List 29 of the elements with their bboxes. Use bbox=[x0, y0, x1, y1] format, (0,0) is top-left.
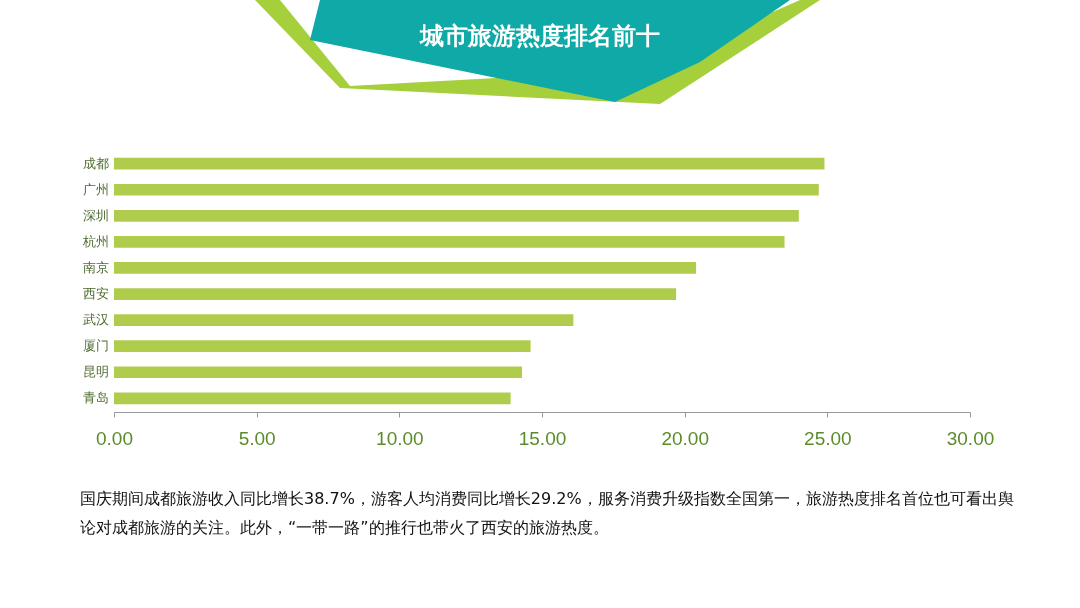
bar bbox=[114, 340, 531, 353]
bar bbox=[114, 392, 511, 405]
bar bbox=[114, 314, 574, 326]
bar bbox=[114, 157, 825, 170]
x-tick-label: 25.00 bbox=[804, 427, 852, 449]
bar bbox=[114, 183, 819, 196]
bar bbox=[114, 262, 697, 274]
y-tick-label: 杭州 bbox=[81, 233, 109, 249]
x-tick-label: 30.00 bbox=[946, 427, 995, 449]
x-tick-label: 0.00 bbox=[96, 427, 133, 449]
x-tick-label: 15.00 bbox=[518, 427, 567, 449]
y-tick-label: 成都 bbox=[82, 155, 109, 171]
y-tick-label: 西安 bbox=[82, 286, 109, 302]
x-tick-label: 10.00 bbox=[376, 427, 424, 449]
y-tick-label: 昆明 bbox=[82, 364, 109, 380]
bar bbox=[114, 288, 677, 300]
bar bbox=[114, 209, 799, 222]
y-tick-label: 广州 bbox=[82, 181, 109, 197]
chart-title: 城市旅游热度排名前十 bbox=[418, 21, 661, 52]
bar bbox=[114, 236, 785, 248]
y-tick-label: 武汉 bbox=[82, 312, 109, 328]
y-tick-label: 南京 bbox=[82, 259, 109, 275]
bar bbox=[114, 366, 523, 379]
x-tick-label: 5.00 bbox=[238, 427, 276, 449]
x-tick-label: 20.00 bbox=[661, 427, 709, 449]
text: 国庆期间成都旅游收入同比增长38.7%，游客人均消费同比增长29.2%，服务消费升级指数全国第一，旅游热度排名首位也可看出舆论对成都旅游的关注。此外，“一带一路”的推行也带火了西安的旅游热度。 bbox=[80, 488, 1015, 539]
y-tick-label: 厦门 bbox=[82, 338, 109, 354]
y-tick-label: 青岛 bbox=[82, 390, 109, 406]
y-tick-label: 深圳 bbox=[82, 207, 109, 223]
